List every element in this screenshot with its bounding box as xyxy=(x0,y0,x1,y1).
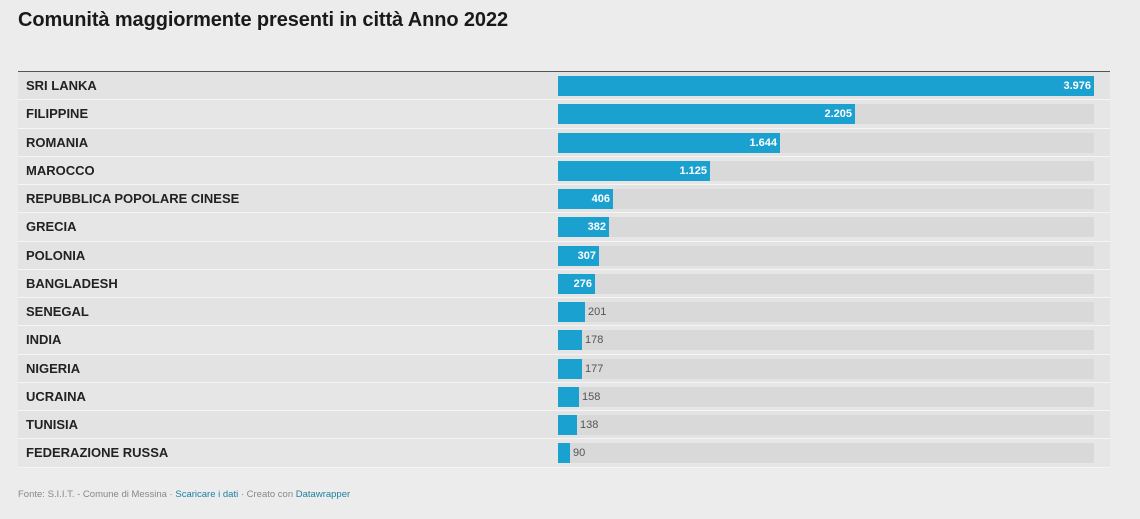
category-label: UCRAINA xyxy=(26,388,86,404)
bar-track: 406 xyxy=(558,189,1094,209)
chart-row: MAROCCO 1.125 xyxy=(18,156,1110,185)
bar-track: 307 xyxy=(558,245,1094,266)
category-label: GRECIA xyxy=(26,219,77,235)
bar xyxy=(558,104,855,125)
chart-row: POLONIA 307 xyxy=(18,241,1110,270)
bar-track: 138 xyxy=(558,415,1094,435)
value-label: 1.125 xyxy=(679,164,707,177)
category-label: POLONIA xyxy=(26,247,86,263)
category-label: REPUBBLICA POPOLARE CINESE xyxy=(26,191,240,206)
category-label: TUNISIA xyxy=(26,417,78,432)
value-label: 201 xyxy=(588,306,607,318)
bar-track: 382 xyxy=(558,217,1094,238)
chart-row: UCRAINA 158 xyxy=(18,382,1110,411)
bar-track: 1.644 xyxy=(558,132,1094,153)
chart-row: BANGLADESH 276 xyxy=(18,269,1110,298)
category-label: SENEGAL xyxy=(26,304,89,319)
category-label: FEDERAZIONE RUSSA xyxy=(26,445,169,461)
chart-row: ROMANIA 1.644 xyxy=(18,128,1110,157)
value-label: 2.205 xyxy=(824,108,852,121)
bar xyxy=(558,132,780,153)
value-label: 1.644 xyxy=(749,136,777,149)
bar xyxy=(558,415,577,435)
bar-track: 90 xyxy=(558,443,1094,464)
bar xyxy=(558,443,570,464)
bar xyxy=(558,217,609,238)
category-label: INDIA xyxy=(26,332,62,348)
bar-track: 158 xyxy=(558,386,1094,407)
category-label: ROMANIA xyxy=(26,134,89,150)
bar-chart: SRI LANKA 3.976 FILIPPINE 2.205 ROMANIA 1.644… xyxy=(18,71,1110,468)
bar xyxy=(558,302,585,322)
category-label: BANGLADESH xyxy=(26,275,118,291)
bar xyxy=(558,386,579,407)
chart-row: REPUBBLICA POPOLARE CINESE 406 xyxy=(18,185,1110,214)
chart-row: SRI LANKA 3.976 xyxy=(18,72,1110,101)
footer-created-with: · Creato con xyxy=(238,489,296,500)
chart-row: NIGERIA 177 xyxy=(18,354,1110,383)
bar xyxy=(558,189,613,209)
category-label: MAROCCO xyxy=(26,162,95,178)
chart-row: TUNISIA 138 xyxy=(18,411,1110,440)
bar-track: 1.125 xyxy=(558,160,1094,181)
chart-row: GRECIA 382 xyxy=(18,213,1110,242)
value-label: 307 xyxy=(577,249,596,262)
chart-title: Comunità maggiormente presenti in città … xyxy=(18,9,509,31)
bar-track: 177 xyxy=(558,358,1094,379)
chart-row: INDIA 178 xyxy=(18,326,1110,355)
chart-row: FEDERAZIONE RUSSA 90 xyxy=(18,439,1110,468)
datawrapper-link[interactable]: Datawrapper xyxy=(295,489,351,500)
chart-row: FILIPPINE 2.205 xyxy=(18,100,1110,129)
value-label: 90 xyxy=(573,447,586,460)
bar xyxy=(558,273,595,294)
category-label: FILIPPINE xyxy=(26,106,89,122)
bar-track: 276 xyxy=(558,273,1094,294)
category-label: NIGERIA xyxy=(26,360,81,376)
download-data-link[interactable]: Scaricare i dati xyxy=(175,489,239,500)
bar xyxy=(558,245,599,266)
bar xyxy=(558,358,582,379)
value-label: 138 xyxy=(580,419,599,431)
bar xyxy=(558,76,1094,96)
source-text: Fonte: S.I.I.T. - Comune di Messina xyxy=(18,489,167,500)
bar-track: 178 xyxy=(558,330,1094,351)
bar xyxy=(558,160,710,181)
value-label: 177 xyxy=(585,362,604,375)
bar xyxy=(558,330,582,351)
category-label: SRI LANKA xyxy=(26,78,97,93)
chart-row: SENEGAL 201 xyxy=(18,298,1110,327)
bar-track: 3.976 xyxy=(558,76,1094,96)
value-label: 406 xyxy=(591,193,610,205)
bar-track: 201 xyxy=(558,302,1094,322)
footer-separator: · xyxy=(166,489,176,500)
value-label: 158 xyxy=(582,390,601,403)
chart-footer: Fonte: S.I.I.T. - Comune di Messina · Sc… xyxy=(18,489,350,500)
value-label: 3.976 xyxy=(1063,80,1091,92)
bar-track: 2.205 xyxy=(558,104,1094,125)
value-label: 276 xyxy=(573,277,592,290)
value-label: 178 xyxy=(585,334,604,347)
value-label: 382 xyxy=(587,221,606,234)
